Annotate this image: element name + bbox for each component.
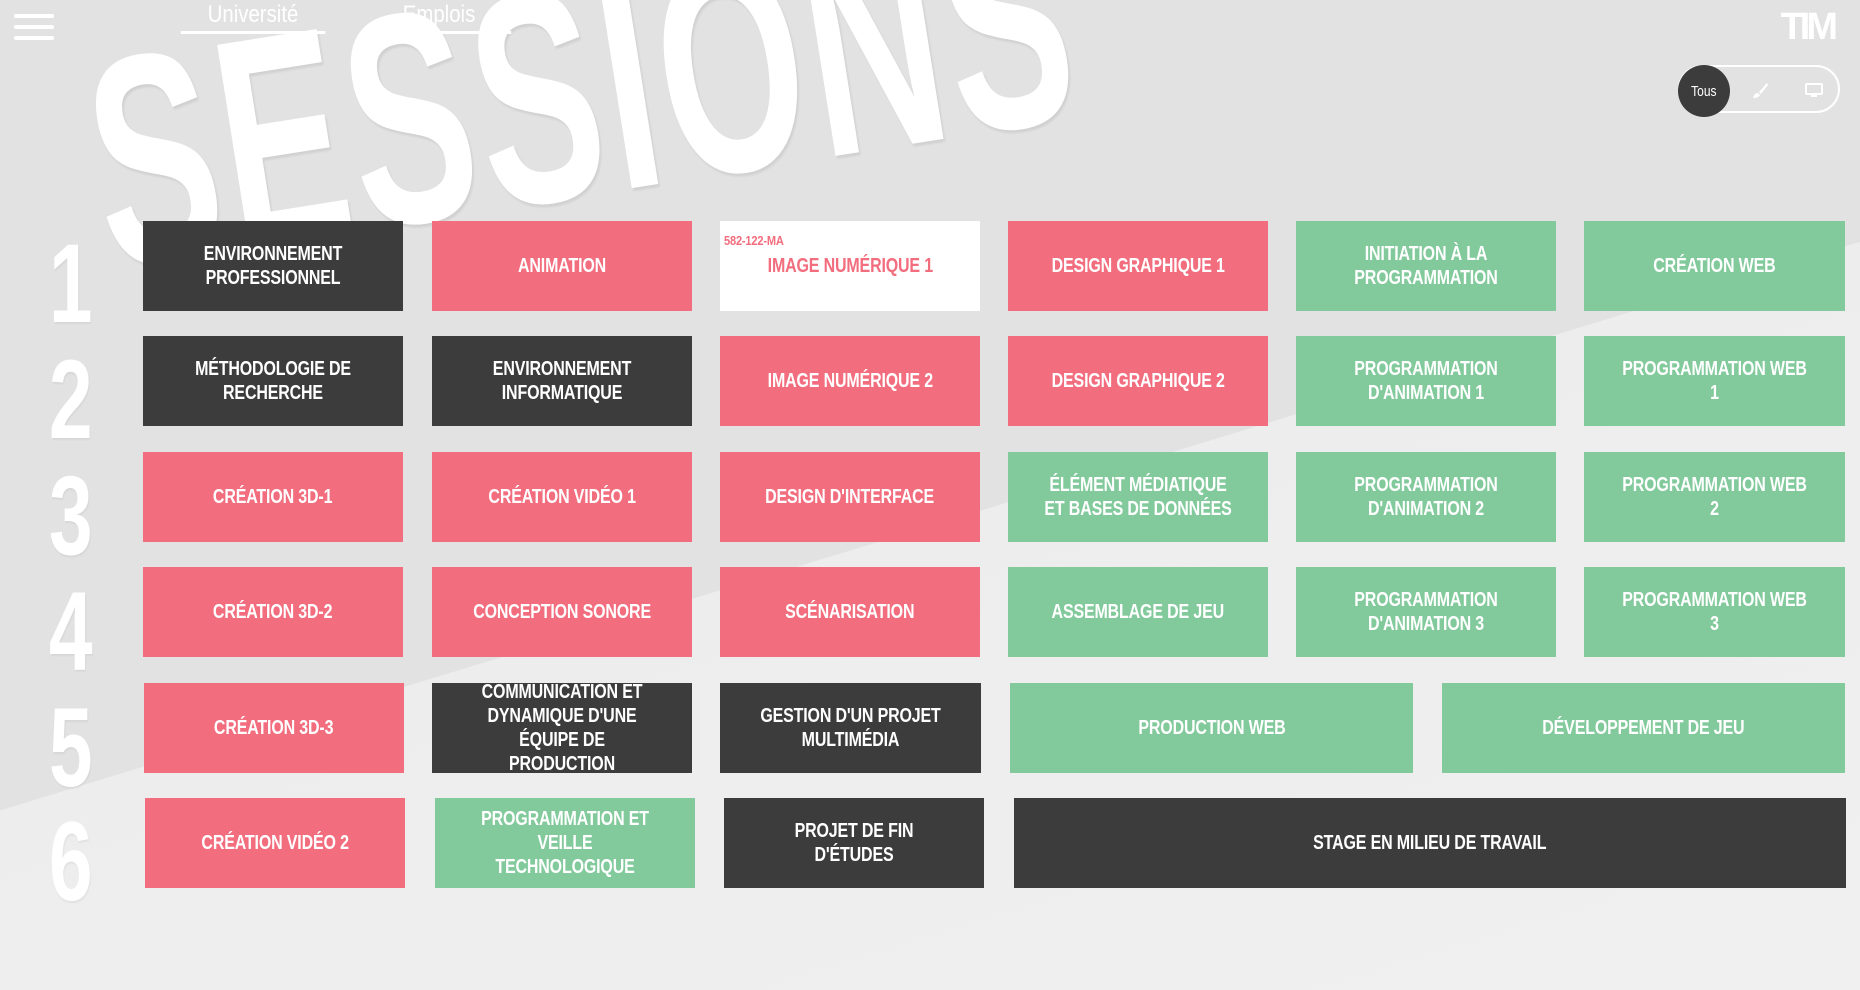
course-title: SCÉNARISATION [785,601,915,623]
course-card[interactable]: ANIMATION [432,221,692,311]
course-card[interactable]: PROJET DE FIN D'ÉTUDES [724,798,984,888]
course-title: ASSEMBLAGE DE JEU [1051,601,1225,623]
course-card[interactable]: PROGRAMMATION D'ANIMATION 3 [1296,567,1556,657]
course-card[interactable]: ÉLÉMENT MÉDIATIQUE ET BASES DE DONNÉES [1008,452,1268,542]
course-title: DÉVELOPPEMENT DE JEU [1542,717,1745,739]
course-card[interactable]: PROGRAMMATION D'ANIMATION 2 [1296,452,1556,542]
course-title: PROJET DE FIN D'ÉTUDES [794,820,914,866]
course-title: ENVIRONNEMENT PROFESSIONNEL [203,243,343,289]
session-number: 5 [49,685,93,810]
course-card[interactable]: PROGRAMMATION WEB 1 [1584,336,1845,426]
course-title: PROGRAMMATION ET VEILLE TECHNOLOGIQUE [481,808,649,878]
tim-logo[interactable]: TIM [1780,6,1838,48]
course-title: IMAGE NUMÉRIQUE 2 [767,370,933,392]
course-card[interactable]: PROGRAMMATION WEB 2 [1584,452,1845,542]
session-number: 3 [49,453,93,578]
course-card[interactable]: CRÉATION 3D-2 [143,567,403,657]
session-number: 1 [49,221,93,346]
course-card[interactable]: GESTION D'UN PROJET MULTIMÉDIA [720,683,981,773]
course-card[interactable]: CONCEPTION SONORE [432,567,692,657]
course-title: ÉLÉMENT MÉDIATIQUE ET BASES DE DONNÉES [1044,474,1232,520]
filter-all-button[interactable]: Tous [1678,65,1730,117]
course-title: GESTION D'UN PROJET MULTIMÉDIA [760,705,941,751]
course-title: DESIGN GRAPHIQUE 1 [1051,255,1225,277]
session-number: 4 [49,569,93,694]
course-title: ENVIRONNEMENT INFORMATIQUE [492,358,632,404]
course-title: CRÉATION VIDÉO 1 [488,486,636,508]
course-title: PROGRAMMATION D'ANIMATION 3 [1354,589,1498,635]
course-title: CRÉATION VIDÉO 2 [201,832,349,854]
course-card[interactable]: DESIGN GRAPHIQUE 2 [1008,336,1268,426]
course-title: IMAGE NUMÉRIQUE 1 [767,255,933,277]
course-card[interactable]: MÉTHODOLOGIE DE RECHERCHE [143,336,403,426]
course-card[interactable]: PROGRAMMATION WEB 3 [1584,567,1845,657]
course-title: STAGE EN MILIEU DE TRAVAIL [1313,832,1547,854]
course-card[interactable]: PRODUCTION WEB [1010,683,1413,773]
brush-icon [1753,83,1768,98]
course-card[interactable]: CRÉATION VIDÉO 1 [432,452,692,542]
course-card[interactable]: 582-122-MA IMAGE NUMÉRIQUE 1 [720,221,980,311]
nav-link-emplois[interactable]: Emplois [366,0,512,34]
course-title: DESIGN GRAPHIQUE 2 [1051,370,1225,392]
course-card[interactable]: IMAGE NUMÉRIQUE 2 [720,336,980,426]
course-title: INITIATION À LA PROGRAMMATION [1354,243,1498,289]
course-title: PROGRAMMATION WEB 2 [1622,474,1807,520]
course-card[interactable]: SCÉNARISATION [720,567,980,657]
course-card[interactable]: STAGE EN MILIEU DE TRAVAIL [1014,798,1846,888]
course-card[interactable]: INITIATION À LA PROGRAMMATION [1296,221,1556,311]
course-card[interactable]: ENVIRONNEMENT INFORMATIQUE [432,336,692,426]
course-title: PROGRAMMATION WEB 1 [1622,358,1807,404]
filter-art-button[interactable] [1734,65,1786,117]
course-card[interactable]: CRÉATION WEB [1584,221,1845,311]
course-card[interactable]: DESIGN GRAPHIQUE 1 [1008,221,1268,311]
course-title: PROGRAMMATION D'ANIMATION 1 [1354,358,1498,404]
session-number: 6 [49,799,93,924]
course-title: ANIMATION [517,255,607,277]
course-card[interactable]: PROGRAMMATION ET VEILLE TECHNOLOGIQUE [435,798,695,888]
monitor-icon [1805,83,1823,97]
course-title: PROGRAMMATION D'ANIMATION 2 [1354,474,1498,520]
course-title: CRÉATION 3D-2 [213,601,333,623]
course-title: PRODUCTION WEB [1137,717,1286,739]
course-card[interactable]: DESIGN D'INTERFACE [720,452,980,542]
course-title: PROGRAMMATION WEB 3 [1622,589,1807,635]
course-title: MÉTHODOLOGIE DE RECHERCHE [195,358,351,404]
filter-all-label: Tous [1691,82,1717,100]
course-card[interactable]: ENVIRONNEMENT PROFESSIONNEL [143,221,403,311]
filter-toggle: Tous [1678,65,1840,117]
course-title: CRÉATION 3D-1 [213,486,333,508]
course-title: CONCEPTION SONORE [473,601,651,623]
course-title: COMMUNICATION ET DYNAMIQUE D'UNE ÉQUIPE … [481,681,643,775]
course-card[interactable]: CRÉATION 3D-3 [144,683,404,773]
session-number: 2 [49,337,93,462]
filter-programming-button[interactable] [1788,65,1840,117]
course-card[interactable]: COMMUNICATION ET DYNAMIQUE D'UNE ÉQUIPE … [432,681,692,775]
course-card[interactable]: CRÉATION VIDÉO 2 [145,798,405,888]
course-title: DESIGN D'INTERFACE [765,486,935,508]
menu-icon[interactable] [14,12,56,44]
course-card[interactable]: PROGRAMMATION D'ANIMATION 1 [1296,336,1556,426]
course-title: CRÉATION WEB [1653,255,1776,277]
course-card[interactable]: CRÉATION 3D-1 [143,452,403,542]
course-code: 582-122-MA [724,233,784,248]
nav-link-universite[interactable]: Université [180,0,326,34]
course-title: CRÉATION 3D-3 [214,717,334,739]
course-card[interactable]: ASSEMBLAGE DE JEU [1008,567,1268,657]
course-card[interactable]: DÉVELOPPEMENT DE JEU [1442,683,1845,773]
